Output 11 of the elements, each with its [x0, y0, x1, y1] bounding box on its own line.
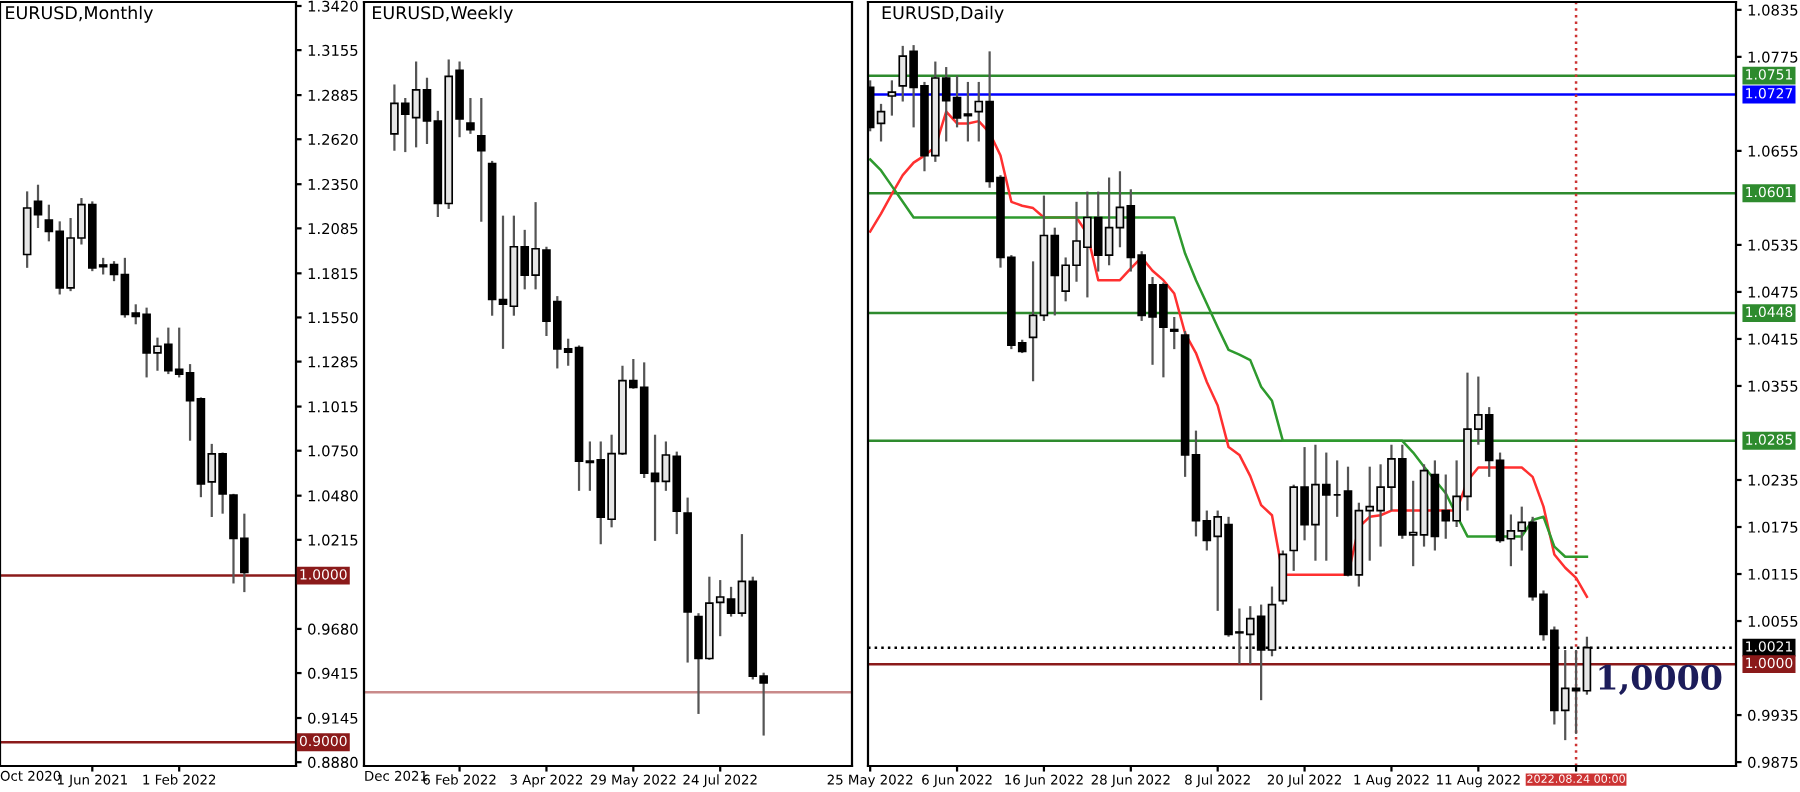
chart-title: EURUSD,Weekly: [373, 5, 513, 23]
candlestick: [466, 96, 475, 135]
annotation: 1,0000: [1599, 664, 1722, 695]
line-series: [868, 158, 1589, 559]
chart-title: EURUSD,Monthly: [6, 5, 153, 23]
candlestick: [1278, 549, 1288, 606]
candlestick: [887, 79, 897, 117]
chart-title: EURUSD,Daily: [882, 5, 1004, 23]
candlestick: [1169, 315, 1179, 351]
candlestick: [476, 96, 486, 223]
line-series: [868, 110, 1589, 598]
